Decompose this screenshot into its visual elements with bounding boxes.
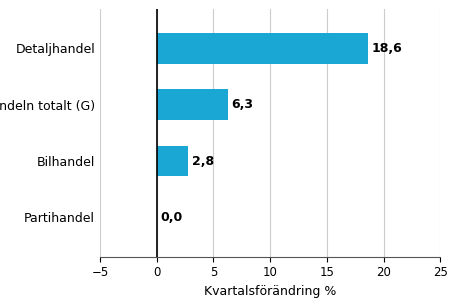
X-axis label: Kvartalsförändring %: Kvartalsförändring % <box>204 285 336 298</box>
Text: 2,8: 2,8 <box>192 155 214 168</box>
Text: 0,0: 0,0 <box>160 211 183 224</box>
Bar <box>157 89 228 120</box>
Text: 18,6: 18,6 <box>371 42 402 55</box>
Text: 6,3: 6,3 <box>232 98 253 111</box>
Bar <box>157 146 188 176</box>
Bar <box>157 33 368 64</box>
